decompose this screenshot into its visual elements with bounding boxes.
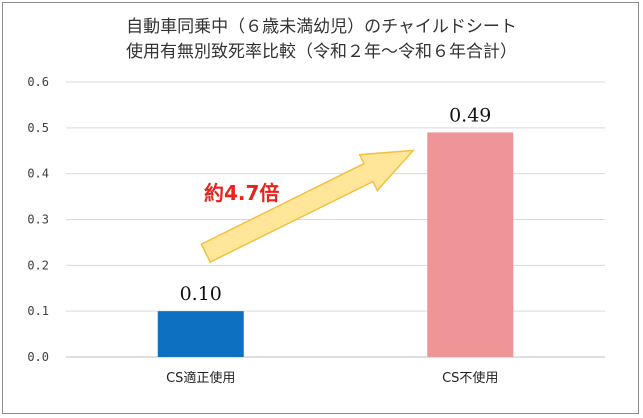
chart-title-line-2: 使用有無別致死率比較（令和２年～令和６年合計） bbox=[126, 42, 517, 62]
bar bbox=[427, 132, 514, 357]
category-label: CS不使用 bbox=[442, 370, 498, 386]
bar bbox=[157, 311, 244, 357]
data-labels: 0.10 0.49 bbox=[180, 104, 492, 305]
y-axis-ticks: 0.0 0.1 0.2 0.3 0.4 0.5 0.6 bbox=[27, 75, 49, 364]
y-tick-label: 0.4 bbox=[27, 167, 49, 181]
chart-title-line-1: 自動車同乗中（６歳未満幼児）のチャイルドシート bbox=[126, 17, 517, 37]
ratio-annotation: 約4.7倍 bbox=[204, 181, 279, 205]
bars bbox=[157, 132, 514, 357]
y-tick-label: 0.2 bbox=[27, 258, 49, 272]
y-tick-label: 0.0 bbox=[27, 350, 49, 364]
gridlines bbox=[66, 81, 605, 312]
y-tick-label: 0.3 bbox=[27, 213, 49, 227]
data-label: 0.49 bbox=[449, 104, 491, 126]
data-label: 0.10 bbox=[180, 283, 222, 305]
category-labels: CS適正使用 CS不使用 bbox=[166, 370, 498, 386]
increase-arrow bbox=[200, 149, 416, 264]
y-tick-label: 0.6 bbox=[27, 75, 49, 89]
y-tick-label: 0.1 bbox=[27, 304, 49, 318]
category-label: CS適正使用 bbox=[166, 370, 235, 386]
y-tick-label: 0.5 bbox=[27, 121, 49, 135]
